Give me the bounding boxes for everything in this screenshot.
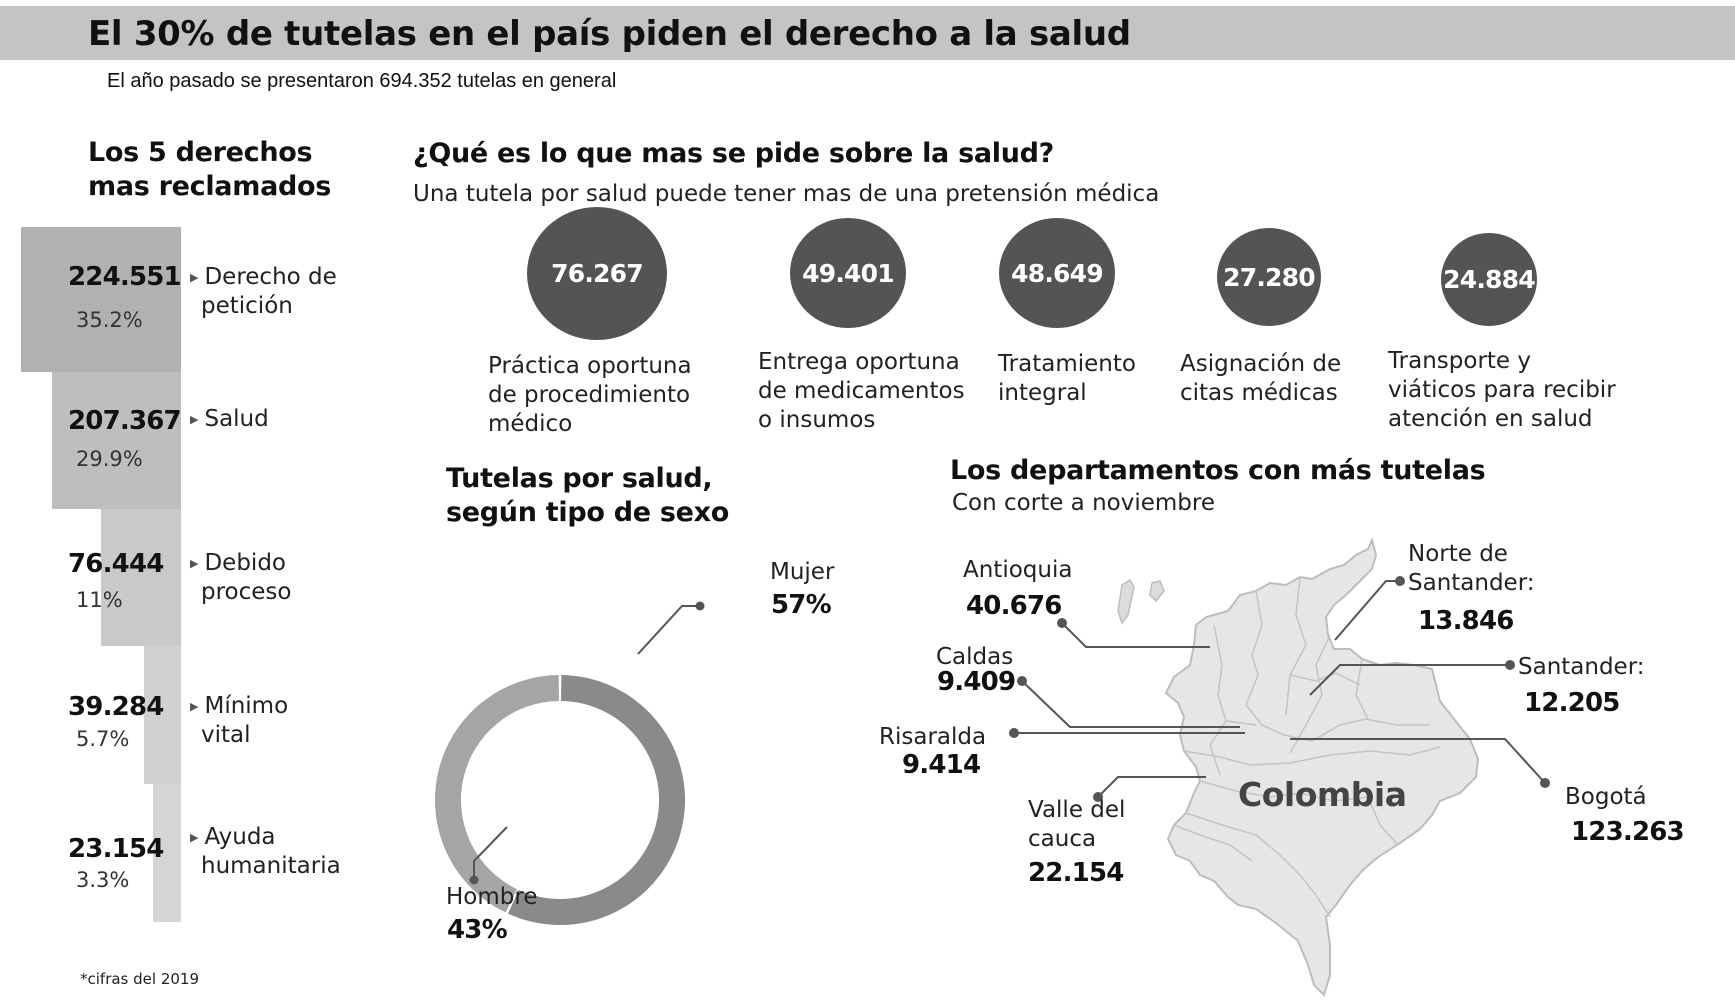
department-name-caldas: Caldas [936, 644, 1014, 670]
rights-heading: Los 5 derechos mas reclamados [88, 136, 331, 204]
request-label: Práctica oportuna de procedimiento médic… [488, 353, 692, 437]
sex-pct-hombre: 43% [447, 915, 508, 945]
rights-value: 23.154 [68, 834, 164, 864]
department-name-santander: Santander: [1518, 654, 1645, 680]
department-value-bogota: 123.263 [1571, 817, 1685, 847]
rights-bar [21, 227, 181, 372]
leader-dot [695, 601, 705, 611]
triangle-right-icon: ▶ [190, 557, 199, 570]
sex-pct-mujer: 57% [771, 590, 832, 620]
sex-donut-chart [435, 601, 705, 925]
rights-percent: 11% [76, 588, 123, 612]
rights-value: 207.367 [68, 406, 182, 436]
request-bubble: 24.884 [1441, 233, 1537, 326]
rights-bar [153, 784, 181, 922]
island-shape [1117, 578, 1135, 625]
rights-percent: 29.9% [76, 447, 143, 471]
footnote: *cifras del 2019 [80, 970, 199, 988]
rights-bar [101, 509, 181, 646]
department-value-antioquia: 40.676 [966, 591, 1062, 621]
department-value-valle: 22.154 [1028, 858, 1124, 888]
page-subtitle: El año pasado se presentaron 694.352 tut… [107, 70, 617, 92]
donut-segment-hombre [435, 675, 560, 913]
requests-subheading: Una tutela por salud puede tener mas de … [413, 181, 1160, 207]
rights-value: 224.551 [68, 262, 182, 292]
donut-segment-mujer [507, 675, 685, 925]
rights-percent: 5.7% [76, 727, 130, 751]
triangle-right-icon: ▶ [190, 831, 199, 844]
rights-heading-line1: Los 5 derechos [88, 137, 313, 168]
map-country-label: Colombia [1238, 775, 1407, 814]
rights-heading-line2: mas reclamados [88, 171, 332, 202]
department-leader-dots [1009, 576, 1550, 802]
title-bar: El 30% de tutelas en el país piden el de… [0, 6, 1735, 60]
request-label: Tratamiento integral [998, 351, 1136, 406]
island-shape [1149, 580, 1165, 603]
request-label: Asignación de citas médicas [1180, 351, 1342, 406]
request-bubble: 76.267 [527, 207, 667, 340]
department-value-risaralda: 9.414 [902, 750, 981, 780]
request-bubble: 48.649 [999, 218, 1115, 328]
department-value-santander: 12.205 [1524, 688, 1620, 718]
colombia-map [1009, 537, 1550, 997]
department-name-risaralda: Risaralda [879, 724, 987, 750]
request-bubble: 27.280 [1217, 228, 1321, 326]
rights-percent: 35.2% [76, 308, 143, 332]
rights-label: ▶ Salud [190, 406, 269, 432]
department-name-antioquia: Antioquia [963, 557, 1073, 583]
rights-value: 76.444 [68, 549, 164, 579]
rights-bar [52, 372, 181, 509]
request-label: Transporte y viáticos para recibir atenc… [1388, 348, 1616, 432]
leader-dot [469, 875, 479, 885]
page-title: El 30% de tutelas en el país piden el de… [88, 14, 1131, 54]
rights-label: ▶ Derecho de petición [190, 264, 337, 319]
rights-percent: 3.3% [76, 868, 130, 892]
triangle-right-icon: ▶ [190, 700, 199, 713]
leader-line-hombre [473, 826, 508, 880]
department-value-caldas: 9.409 [937, 667, 1016, 697]
rights-bar [144, 646, 181, 784]
sex-label-mujer: Mujer [770, 559, 835, 585]
departments-heading: Los departamentos con más tutelas [950, 455, 1486, 486]
request-bubble: 49.401 [790, 218, 906, 328]
rights-label: ▶ Mínimo vital [190, 693, 289, 748]
requests-heading: ¿Qué es lo que mas se pide sobre la salu… [413, 138, 1055, 169]
sex-label-hombre: Hombre [446, 884, 538, 910]
triangle-right-icon: ▶ [190, 271, 199, 284]
department-value-norte-santander: 13.846 [1418, 606, 1514, 636]
colombia-outline [1164, 537, 1480, 997]
rights-label: ▶ Ayuda humanitaria [190, 824, 341, 879]
department-borders [1173, 576, 1441, 918]
request-label: Entrega oportuna de medicamentos o insum… [758, 349, 965, 433]
department-name-bogota: Bogotá [1565, 784, 1647, 810]
rights-value: 39.284 [68, 692, 164, 722]
department-name-norte-santander: Norte de Santander: [1408, 541, 1535, 596]
rights-label: ▶ Debido proceso [190, 550, 292, 605]
leader-line-mujer [637, 605, 700, 655]
triangle-right-icon: ▶ [190, 413, 199, 426]
department-name-valle: Valle del cauca [1028, 797, 1126, 852]
departments-subheading: Con corte a noviembre [952, 490, 1215, 516]
sex-heading: Tutelas por salud, según tipo de sexo [446, 463, 729, 528]
